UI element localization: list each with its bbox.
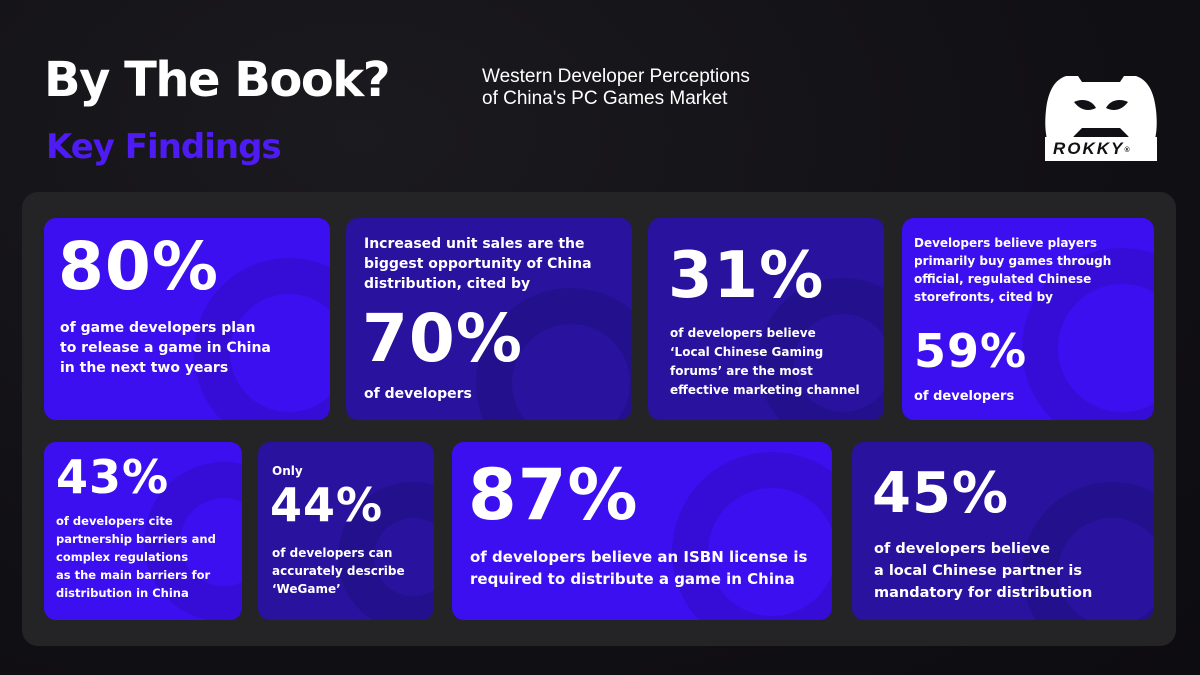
description-line: complex regulations bbox=[56, 550, 189, 564]
description-line: to release a game in China bbox=[60, 340, 271, 356]
intro-line: Developers believe players bbox=[914, 236, 1098, 250]
finding-card-31: 31% of developers believe ‘Local Chinese… bbox=[648, 218, 884, 420]
stat-description: of developers believe a local Chinese pa… bbox=[874, 538, 1092, 604]
finding-card-70: Increased unit sales are the biggest opp… bbox=[346, 218, 632, 420]
stat-intro: Increased unit sales are the biggest opp… bbox=[364, 234, 592, 294]
intro-line: Increased unit sales are the bbox=[364, 236, 585, 252]
rokky-logo: ROKKY® bbox=[1045, 137, 1157, 161]
intro-line: Only bbox=[272, 464, 303, 478]
intro-line: primarily buy games through bbox=[914, 254, 1112, 268]
intro-line: biggest opportunity of China bbox=[364, 256, 592, 272]
finding-card-59: Developers believe players primarily buy… bbox=[902, 218, 1154, 420]
description-line: of game developers plan bbox=[60, 320, 256, 336]
logo-wordmark: ROKKY bbox=[1053, 139, 1125, 158]
stat-value: 44% bbox=[270, 478, 384, 532]
description-line: of developers believe bbox=[670, 326, 816, 340]
page-title: By The Book? bbox=[44, 52, 391, 108]
stat-value: 87% bbox=[468, 454, 639, 536]
description-line: required to distribute a game in China bbox=[470, 570, 795, 588]
stat-intro: Developers believe players primarily buy… bbox=[914, 234, 1111, 306]
description-line: effective marketing channel bbox=[670, 383, 860, 397]
finding-card-45: 45% of developers believe a local Chines… bbox=[852, 442, 1154, 620]
stat-description: of developers bbox=[914, 388, 1014, 406]
description-line: ‘WeGame’ bbox=[272, 582, 341, 596]
stat-intro: Only bbox=[272, 462, 303, 480]
stat-value: 70% bbox=[362, 300, 523, 377]
stat-description: of developers can accurately describe ‘W… bbox=[272, 544, 405, 598]
decorative-ring bbox=[672, 452, 832, 620]
description-line: distribution in China bbox=[56, 586, 189, 600]
page-subtitle: Western Developer Perceptions of China's… bbox=[482, 66, 750, 110]
stat-value: 43% bbox=[56, 450, 170, 504]
description-line: a local Chinese partner is bbox=[874, 563, 1082, 579]
description-line: of developers believe bbox=[874, 541, 1051, 557]
stat-description: of developers cite partnership barriers … bbox=[56, 512, 216, 602]
description-line: in the next two years bbox=[60, 360, 229, 376]
intro-line: distribution, cited by bbox=[364, 276, 531, 292]
intro-line: storefronts, cited by bbox=[914, 290, 1054, 304]
subtitle-line: of China's PC Games Market bbox=[482, 88, 728, 109]
gamepad-icon bbox=[1045, 76, 1157, 151]
stat-value: 31% bbox=[668, 239, 825, 313]
intro-line: official, regulated Chinese bbox=[914, 272, 1092, 286]
description-line: of developers bbox=[364, 386, 472, 402]
description-line: as the main barriers for bbox=[56, 568, 211, 582]
description-line: mandatory for distribution bbox=[874, 585, 1093, 601]
finding-card-80: 80% of game developers plan to release a… bbox=[44, 218, 330, 420]
stat-value: 45% bbox=[872, 461, 1010, 526]
description-line: of developers believe an ISBN license is bbox=[470, 548, 808, 566]
description-line: of developers can bbox=[272, 546, 393, 560]
description-line: partnership barriers and bbox=[56, 532, 216, 546]
description-line: of developers cite bbox=[56, 514, 173, 528]
description-line: forums’ are the most bbox=[670, 364, 813, 378]
stat-value: 59% bbox=[914, 324, 1028, 378]
finding-card-43: 43% of developers cite partnership barri… bbox=[44, 442, 242, 620]
subtitle-line: Western Developer Perceptions bbox=[482, 66, 750, 87]
key-findings-heading: Key Findings bbox=[46, 127, 282, 167]
finding-card-44: Only 44% of developers can accurately de… bbox=[258, 442, 434, 620]
finding-card-87: 87% of developers believe an ISBN licens… bbox=[452, 442, 832, 620]
stat-description: of game developers plan to release a gam… bbox=[60, 318, 271, 378]
description-line: accurately describe bbox=[272, 564, 405, 578]
stat-description: of developers bbox=[364, 384, 472, 404]
stat-description: of developers believe ‘Local Chinese Gam… bbox=[670, 324, 860, 400]
description-line: of developers bbox=[914, 389, 1015, 404]
registered-mark: ® bbox=[1124, 147, 1130, 154]
description-line: ‘Local Chinese Gaming bbox=[670, 345, 824, 359]
stat-value: 80% bbox=[58, 228, 219, 305]
stat-description: of developers believe an ISBN license is… bbox=[470, 546, 807, 590]
